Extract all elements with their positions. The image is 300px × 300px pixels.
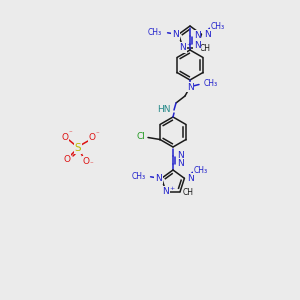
- Text: ⁻: ⁻: [90, 161, 94, 167]
- Text: O: O: [61, 133, 68, 142]
- Text: N: N: [172, 30, 179, 39]
- Text: O: O: [64, 154, 70, 164]
- Text: N: N: [163, 187, 169, 196]
- Text: N: N: [177, 152, 184, 160]
- Text: N: N: [194, 40, 201, 50]
- Text: ⁻: ⁻: [96, 131, 100, 137]
- Text: CH₃: CH₃: [210, 22, 224, 31]
- Text: CH: CH: [200, 44, 211, 53]
- Text: N: N: [177, 160, 184, 169]
- Text: HN: HN: [158, 106, 171, 115]
- Text: CH₃: CH₃: [131, 172, 146, 181]
- Text: +: +: [169, 186, 174, 191]
- Text: N: N: [194, 31, 201, 40]
- Text: N: N: [187, 82, 194, 91]
- Text: CH₃: CH₃: [194, 166, 208, 175]
- Text: +: +: [186, 42, 191, 47]
- Text: Cl: Cl: [136, 132, 145, 141]
- Text: CH₃: CH₃: [204, 80, 218, 88]
- Text: O: O: [82, 157, 89, 166]
- Text: CH: CH: [183, 188, 194, 197]
- Text: ⁻: ⁻: [69, 130, 73, 136]
- Text: N: N: [204, 30, 211, 39]
- Text: CH₃: CH₃: [148, 28, 162, 37]
- Text: N: N: [155, 174, 162, 183]
- Text: N: N: [188, 174, 194, 183]
- Text: O: O: [88, 134, 95, 142]
- Text: N: N: [180, 43, 186, 52]
- Text: S: S: [75, 143, 81, 153]
